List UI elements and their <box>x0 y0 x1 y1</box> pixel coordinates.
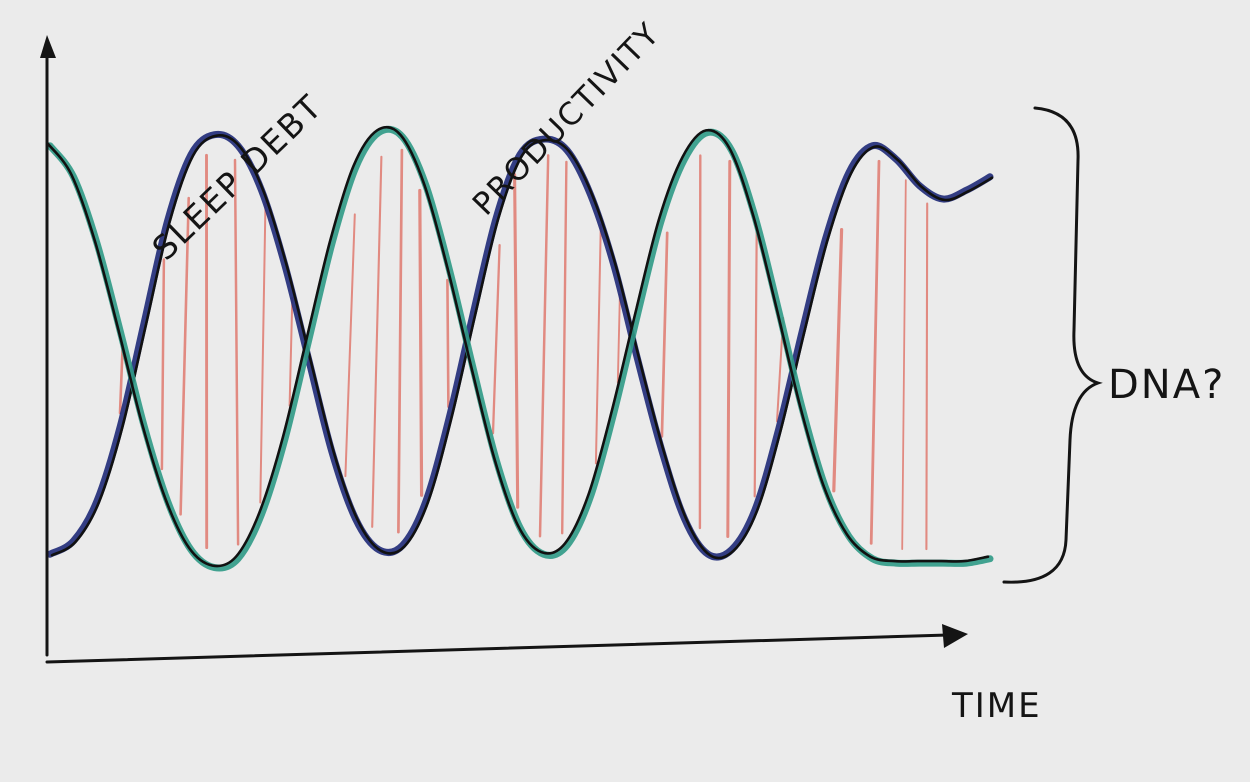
hatch-stroke <box>561 160 568 535</box>
curly-brace <box>1002 106 1103 584</box>
hatch-stroke <box>344 213 356 478</box>
hatch-stroke <box>869 159 881 545</box>
series-ink-productivity <box>46 125 990 568</box>
annotation-dna: DNA? <box>1108 362 1225 408</box>
curves-group <box>46 125 994 572</box>
hatch-stroke <box>726 159 732 538</box>
hatch-stroke <box>491 244 501 435</box>
hatch-stroke <box>594 223 602 465</box>
x-axis-arrowhead <box>942 624 968 648</box>
hatch-stroke <box>660 231 669 438</box>
hatch-stroke <box>832 228 844 493</box>
hatch-stroke <box>446 278 450 408</box>
hatch-stroke <box>259 200 267 504</box>
y-axis-arrowhead <box>40 35 56 58</box>
hatch-stroke <box>397 148 404 534</box>
hatch-stroke <box>160 258 166 471</box>
hatch-stroke <box>753 229 758 498</box>
hatch-stroke <box>925 202 929 551</box>
hatch-stroke <box>513 173 520 509</box>
hatch-stroke <box>288 297 294 407</box>
hatch-stroke <box>418 188 424 497</box>
hatching-group <box>118 148 929 551</box>
series-ink-sleep-debt <box>50 134 994 560</box>
hatch-stroke <box>538 154 550 538</box>
hatch-stroke <box>901 179 907 550</box>
hatch-stroke <box>233 158 240 546</box>
hatch-stroke <box>371 155 383 528</box>
x-axis-label: TIME <box>951 686 1042 726</box>
series-line-sleep-debt <box>46 130 994 561</box>
hatch-stroke <box>118 343 124 415</box>
x-axis-line <box>45 633 950 664</box>
hatch-stroke <box>179 196 190 516</box>
hatch-stroke <box>616 293 621 384</box>
